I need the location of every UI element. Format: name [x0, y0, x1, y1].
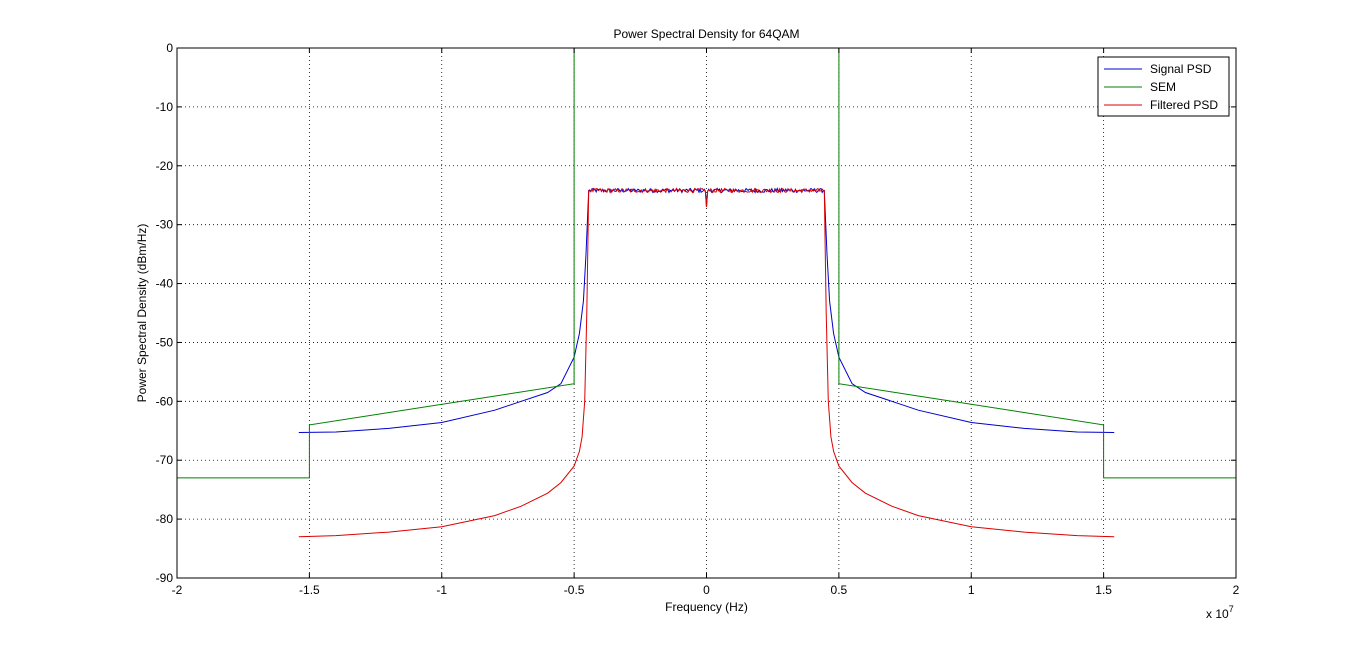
chart-title: Power Spectral Density for 64QAM	[613, 27, 799, 41]
y-axis-title: Power Spectral Density (dBm/Hz)	[135, 224, 149, 403]
y-tick-label: -20	[156, 159, 174, 173]
y-tick-label: 0	[166, 41, 173, 55]
y-tick-label: -50	[156, 335, 174, 349]
x-tick-label: -0.5	[564, 583, 585, 597]
y-tick-label: -10	[156, 100, 174, 114]
y-tick-label: -40	[156, 277, 174, 291]
y-tick-label: -30	[156, 218, 174, 232]
y-tick-label: -60	[156, 394, 174, 408]
x-tick-label: 0.5	[831, 583, 848, 597]
y-tick-label: -70	[156, 453, 174, 467]
legend-label: Signal PSD	[1150, 62, 1212, 76]
legend: Signal PSD SEM Filtered PSD	[1097, 56, 1230, 117]
y-tick-label: -80	[156, 512, 174, 526]
x-tick-label: -1.5	[299, 583, 320, 597]
x-tick-label: -1	[436, 583, 447, 597]
x-tick-label: 2	[1233, 583, 1240, 597]
grid	[177, 48, 1236, 578]
legend-label: Filtered PSD	[1150, 98, 1218, 112]
x-tick-label: 1.5	[1095, 583, 1112, 597]
x-exponent-power: 7	[1229, 604, 1234, 614]
legend-label: SEM	[1150, 80, 1176, 94]
plot-area: -2 -1.5 -1 -0.5 0 0.5 1 1.5 2 0 -10 -20 -30 -40 -50 -60…	[156, 41, 1240, 597]
x-exponent-base: x 10	[1206, 607, 1229, 621]
x-axis-title: Frequency (Hz)	[665, 600, 748, 614]
x-tick-label: 1	[968, 583, 975, 597]
x-axis-exponent: x 107	[1206, 604, 1234, 621]
y-tick-label: -90	[156, 571, 174, 585]
ticks: -2 -1.5 -1 -0.5 0 0.5 1 1.5 2 0 -10 -20 -30 -40 -50 -60…	[156, 41, 1240, 597]
x-tick-label: -2	[172, 583, 183, 597]
x-tick-label: 0	[703, 583, 710, 597]
series-line-filtered-psd	[298, 187, 1115, 538]
